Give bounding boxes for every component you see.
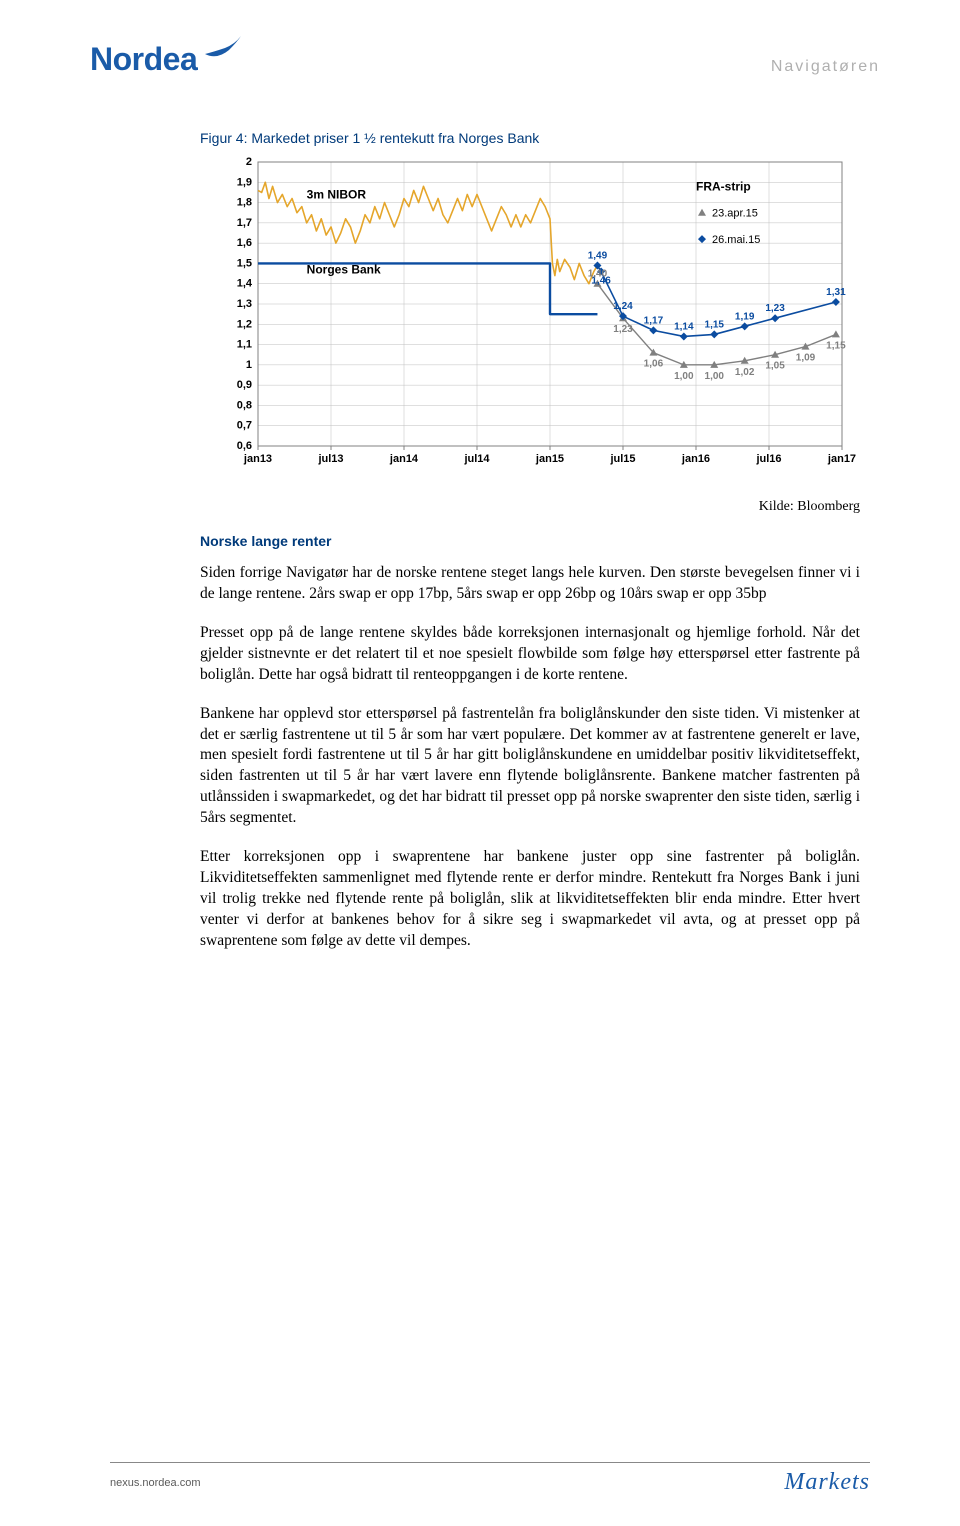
svg-text:0,7: 0,7 [237, 420, 252, 432]
svg-text:1,7: 1,7 [237, 217, 252, 229]
svg-text:0,9: 0,9 [237, 379, 252, 391]
svg-text:1,15: 1,15 [705, 319, 725, 330]
svg-text:1,02: 1,02 [735, 367, 755, 378]
chart-container: 2 1,9 1,8 1,7 1,6 1,5 1,4 1,3 1,2 1,1 1 0,9 0,8 0,7 0,… [200, 154, 860, 479]
svg-text:1,14: 1,14 [674, 321, 694, 332]
paragraph: Etter korreksjonen opp i swaprentene har… [200, 847, 860, 952]
svg-text:1,24: 1,24 [613, 301, 633, 312]
svg-text:jul13: jul13 [317, 453, 343, 465]
svg-text:1,6: 1,6 [237, 237, 252, 249]
fra-chart: 2 1,9 1,8 1,7 1,6 1,5 1,4 1,3 1,2 1,1 1 0,9 0,8 0,7 0,… [200, 154, 860, 474]
svg-text:jan17: jan17 [827, 453, 856, 465]
svg-text:2: 2 [246, 156, 252, 168]
page: Nordea Navigatøren Figur 4: Markedet pri… [0, 0, 960, 1526]
watermark: Navigatøren [771, 58, 880, 76]
section-title: Norske lange renter [200, 533, 860, 549]
svg-text:23.apr.15: 23.apr.15 [712, 208, 758, 220]
svg-text:1,05: 1,05 [765, 361, 785, 372]
svg-text:1,49: 1,49 [588, 250, 608, 261]
paragraph: Siden forrige Navigatør har de norske re… [200, 563, 860, 605]
paragraph: Presset opp på de lange rentene skyldes … [200, 623, 860, 686]
svg-text:1,8: 1,8 [237, 197, 252, 209]
svg-text:1,17: 1,17 [644, 315, 664, 326]
svg-text:Norges Bank: Norges Bank [307, 263, 381, 277]
svg-text:0,8: 0,8 [237, 399, 252, 411]
svg-text:jul16: jul16 [755, 453, 781, 465]
figure-source: Kilde: Bloomberg [200, 499, 860, 515]
brand-logo: Nordea [90, 40, 241, 78]
figure-title: Figur 4: Markedet priser 1 ½ rentekutt f… [200, 130, 860, 146]
svg-text:1,4: 1,4 [237, 278, 253, 290]
svg-text:FRA-strip: FRA-strip [696, 179, 751, 193]
svg-text:1,19: 1,19 [735, 311, 755, 322]
svg-text:1,23: 1,23 [613, 324, 633, 335]
brand-text: Nordea [90, 41, 197, 77]
svg-text:3m NIBOR: 3m NIBOR [307, 188, 367, 202]
footer-link: nexus.nordea.com [110, 1477, 201, 1489]
svg-text:1,9: 1,9 [237, 176, 252, 188]
swoop-icon [203, 32, 243, 62]
svg-text:1,40: 1,40 [588, 269, 608, 280]
svg-text:1,06: 1,06 [644, 359, 664, 370]
header: Nordea Navigatøren [110, 40, 870, 100]
svg-text:jul14: jul14 [463, 453, 490, 465]
svg-text:1,23: 1,23 [765, 303, 785, 314]
footer-brand: Markets [784, 1469, 870, 1496]
svg-text:jan15: jan15 [535, 453, 564, 465]
svg-text:jan16: jan16 [681, 453, 710, 465]
svg-text:26.mai.15: 26.mai.15 [712, 234, 760, 246]
svg-text:1,00: 1,00 [674, 371, 694, 382]
svg-text:1,31: 1,31 [826, 287, 846, 298]
svg-text:1,15: 1,15 [826, 340, 846, 351]
svg-text:1,09: 1,09 [796, 353, 816, 364]
svg-text:1,00: 1,00 [705, 371, 725, 382]
svg-text:jan14: jan14 [389, 453, 419, 465]
svg-text:jan13: jan13 [243, 453, 272, 465]
paragraph: Bankene har opplevd stor etterspørsel på… [200, 704, 860, 830]
content: Figur 4: Markedet priser 1 ½ rentekutt f… [200, 130, 860, 952]
svg-text:1,5: 1,5 [237, 257, 252, 269]
svg-text:1,3: 1,3 [237, 298, 252, 310]
svg-text:0,6: 0,6 [237, 440, 252, 452]
svg-text:1,1: 1,1 [237, 339, 252, 351]
svg-text:1: 1 [246, 359, 252, 371]
svg-text:1,2: 1,2 [237, 318, 252, 330]
svg-text:jul15: jul15 [609, 453, 635, 465]
footer: nexus.nordea.com Markets [110, 1462, 870, 1496]
